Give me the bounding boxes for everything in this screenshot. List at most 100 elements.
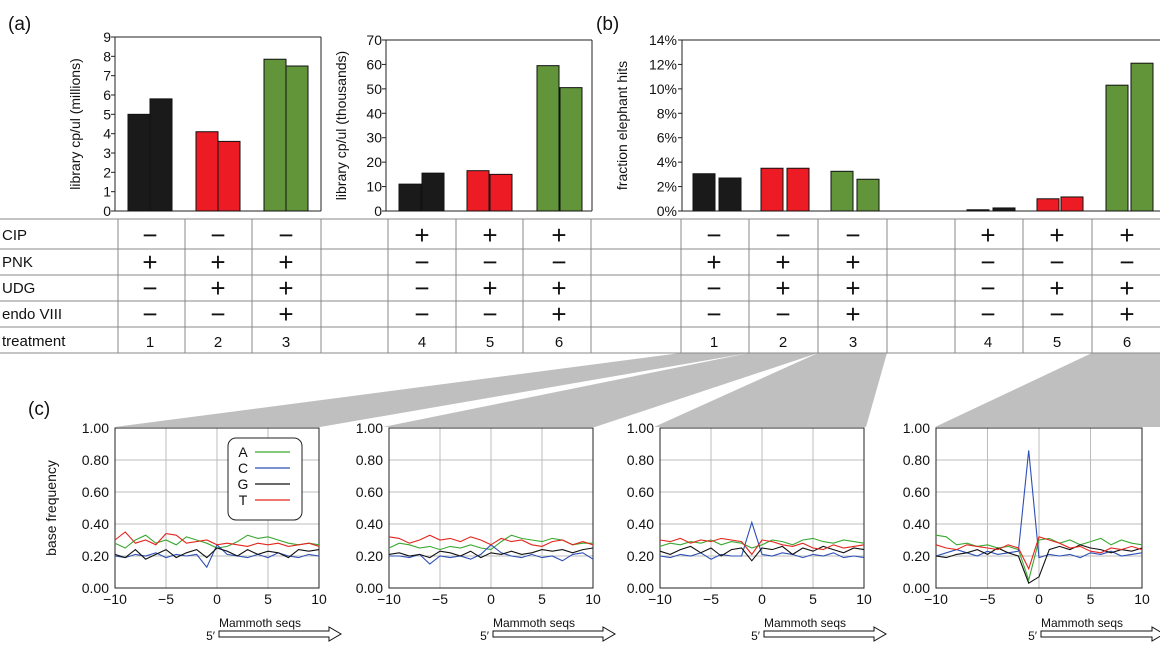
table-cell-treatment: 6 xyxy=(1123,334,1131,351)
plot-frame xyxy=(388,427,594,589)
bar xyxy=(718,177,742,212)
table-cell-symbol: + xyxy=(551,299,566,329)
table-cell-symbol: + xyxy=(845,273,860,303)
x-tick-label: 10 xyxy=(311,591,327,607)
table-cell-symbol: + xyxy=(845,247,860,277)
table-cell-treatment: 2 xyxy=(779,334,787,351)
bar xyxy=(1036,198,1060,212)
plot-frame xyxy=(935,427,1143,589)
x-tick-label: −5 xyxy=(432,591,448,607)
y-tick-label: 30 xyxy=(366,130,382,146)
table-cell-symbol: − xyxy=(706,220,721,250)
line-chart-3: 0.00 0.20 0.40 0.60 0.80 1.00 −10 −5 0 5 10 Mammoth… xyxy=(627,420,887,643)
table-cell-symbol: − xyxy=(775,220,790,250)
y-tick-label: 10% xyxy=(649,81,677,97)
table-row-label: UDG xyxy=(2,280,35,297)
bar xyxy=(149,98,173,212)
bar xyxy=(786,167,810,212)
table-cell-symbol: + xyxy=(482,220,497,250)
x-tick-label: 0 xyxy=(487,591,495,607)
y-tick-label: 6% xyxy=(657,130,677,146)
y-tick-label: 12% xyxy=(649,56,677,72)
y-tick-label: 4 xyxy=(103,126,111,142)
y-tick-label: 0.40 xyxy=(627,516,654,532)
bar xyxy=(1130,62,1154,212)
five-prime-label: 5′ xyxy=(751,629,761,643)
connector-band xyxy=(115,353,749,427)
y-tick-label: 0.80 xyxy=(903,452,930,468)
bar xyxy=(830,170,854,212)
y-tick-label: 0.20 xyxy=(356,548,383,564)
series-line-T xyxy=(388,534,594,547)
y-tick-label: 14% xyxy=(649,32,677,48)
bar xyxy=(127,113,151,212)
bar xyxy=(1060,196,1084,212)
bar xyxy=(966,209,990,212)
x-tick-label: 0 xyxy=(758,591,766,607)
x-tick-label: 5 xyxy=(264,591,272,607)
x-tick-label: −5 xyxy=(980,591,996,607)
bar xyxy=(421,172,445,212)
y-tick-label: 0% xyxy=(657,203,677,219)
table-cell-treatment: 4 xyxy=(984,334,992,351)
y-tick-label: 4% xyxy=(657,154,677,170)
five-prime-label: 5′ xyxy=(480,629,490,643)
table-cell-symbol: − xyxy=(210,299,225,329)
y-tick-label: 40 xyxy=(366,105,382,121)
table-cell-treatment: 3 xyxy=(849,334,857,351)
x-tick-label: 10 xyxy=(856,591,872,607)
y-tick-label: 7 xyxy=(103,68,111,84)
bar xyxy=(692,173,716,212)
legend-label: A xyxy=(238,444,248,460)
table-cell-symbol: − xyxy=(706,273,721,303)
table-row-label: PNK xyxy=(2,254,33,271)
table-cell-symbol: + xyxy=(278,247,293,277)
y-tick-label: 9 xyxy=(103,29,111,45)
y-axis-label: base frequency xyxy=(43,460,59,556)
strand-arrow xyxy=(492,626,616,642)
table-cell-symbol: − xyxy=(482,299,497,329)
table-row-label: treatment xyxy=(2,333,66,350)
table-cell-symbol: − xyxy=(845,220,860,250)
legend-label: C xyxy=(238,460,248,476)
table-cell-symbol: + xyxy=(1119,220,1134,250)
connector-band xyxy=(654,353,887,427)
table-cell-symbol: + xyxy=(414,220,429,250)
y-tick-label: 10 xyxy=(366,179,382,195)
bar xyxy=(285,65,309,212)
y-tick-label: 0.60 xyxy=(82,484,109,500)
table-cell-symbol: − xyxy=(980,273,995,303)
table-cell-symbol: − xyxy=(142,299,157,329)
bar xyxy=(856,178,880,212)
table-cell-symbol: + xyxy=(278,273,293,303)
y-axis-label: library cp/ul (millions) xyxy=(67,58,83,189)
line-chart-2: 0.00 0.20 0.40 0.60 0.80 1.00 −10 −5 0 5 10 Mammoth… xyxy=(356,420,616,643)
table-cell-symbol: − xyxy=(278,220,293,250)
table-cell-treatment: 1 xyxy=(710,334,718,351)
panel-letter-c: (c) xyxy=(28,399,50,420)
bar xyxy=(489,173,513,212)
table-cell-symbol: − xyxy=(980,247,995,277)
bar xyxy=(195,131,219,212)
table-cell-treatment: 5 xyxy=(486,334,494,351)
table-cell-symbol: + xyxy=(482,273,497,303)
series-line-T xyxy=(935,536,1143,571)
x-tick-label: 0 xyxy=(213,591,221,607)
y-tick-label: 1.00 xyxy=(82,420,109,436)
table-cell-treatment: 3 xyxy=(282,334,290,351)
strand-arrow xyxy=(1040,626,1160,642)
plot-frame xyxy=(659,427,865,589)
table-grid xyxy=(0,218,1160,354)
connector-band xyxy=(383,353,818,427)
table-cell-treatment: 6 xyxy=(555,334,563,351)
table-cell-symbol: − xyxy=(1049,247,1064,277)
table-cell-symbol: + xyxy=(142,247,157,277)
x-tick-label: −10 xyxy=(377,591,401,607)
y-tick-label: 0.40 xyxy=(82,516,109,532)
bar xyxy=(536,65,560,212)
x-tick-label: 5 xyxy=(809,591,817,607)
table-cell-symbol: − xyxy=(482,247,497,277)
table-cell-symbol: + xyxy=(1119,273,1134,303)
